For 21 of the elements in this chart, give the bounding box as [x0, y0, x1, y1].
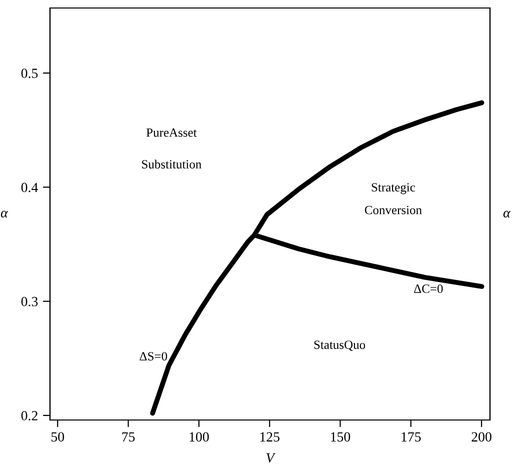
annotation: ΔC=0 — [414, 284, 443, 293]
y-tick-label: 0.3 — [21, 296, 38, 306]
y2-axis-title: α — [503, 210, 511, 218]
x-axis-title: V — [266, 453, 276, 463]
x-tick-label: 175 — [402, 432, 421, 442]
x-tick-label: 75 — [122, 432, 135, 442]
x-tick-label: 150 — [331, 432, 350, 442]
annotation: StatusQuo — [314, 340, 366, 351]
annotation: Conversion — [364, 206, 422, 214]
x-tick-label: 50 — [51, 432, 64, 442]
annotation: Substitution — [142, 160, 202, 169]
x-tick-label: 200 — [472, 432, 492, 442]
y-tick-label: 0.2 — [21, 411, 38, 420]
annotation: PureAsset — [146, 128, 197, 137]
x-tick-label: 100 — [190, 432, 209, 442]
y-tick-label: 0.4 — [21, 182, 38, 192]
y-axis-title: α — [0, 210, 8, 218]
y-tick-label: 0.5 — [21, 68, 38, 78]
annotation: ΔS=0 — [140, 352, 168, 361]
x-tick-label: 125 — [260, 432, 280, 442]
annotation: Strategic — [372, 183, 416, 194]
